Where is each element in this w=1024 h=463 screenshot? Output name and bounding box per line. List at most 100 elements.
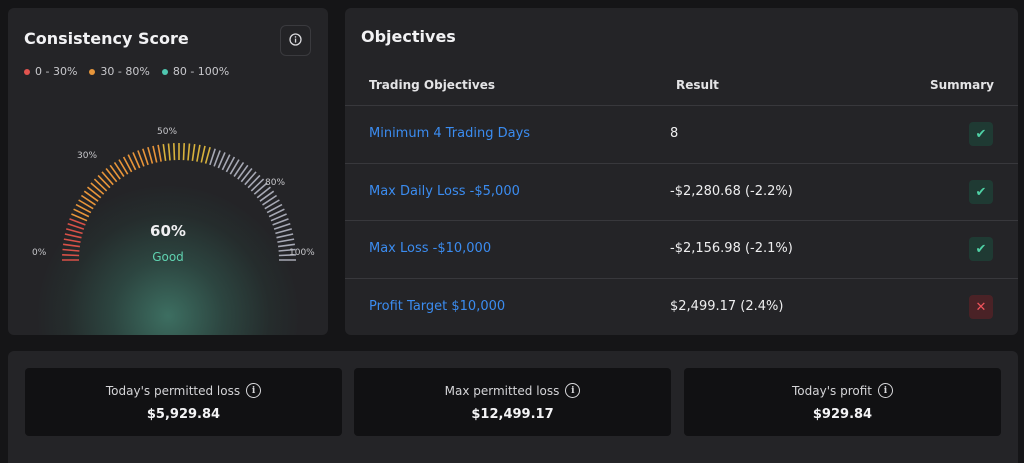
legend-dot-mid [89,68,96,75]
gauge-tick-mark [268,208,285,218]
x-icon: ✕ [975,299,987,315]
stat-label: Today's profit [792,383,872,398]
check-icon: ✔ [975,241,987,257]
score-legend: 0 - 30% 30 - 80% 80 - 100% [24,65,229,78]
gauge-tick-mark [105,168,118,183]
gauge-tick-mark [67,223,85,230]
gauge-tick-mark [97,174,111,189]
stat-label: Max permitted loss [444,383,560,398]
gauge-tick-mark [118,159,129,175]
status-badge-passed: ✔ [969,237,993,261]
header-trading-objectives: Trading Objectives [369,78,496,92]
info-icon [289,31,302,50]
gauge-tick-mark [233,161,245,177]
gauge-status: Good [152,250,184,264]
gauge-tick-mark [152,145,158,163]
gauge-tick-mark [113,161,125,177]
objective-result: $2,499.17 (2.4%) [670,299,784,314]
stat-card-todays-permitted-loss: Today's permitted loss i $5,929.84 [25,368,342,436]
gauge-tick-mark [132,152,141,169]
legend-item-low: 0 - 30% [24,65,77,78]
gauge-tick-mark [157,144,162,162]
gauge-tick-mark [87,186,102,199]
gauge-tick-mark [240,168,253,183]
gauge-tick-mark [137,150,145,167]
gauge-tick-mark [75,203,92,214]
gauge-tick-mark [247,174,261,189]
legend-dot-low [24,68,30,75]
objective-name[interactable]: Profit Target $10,000 [369,299,506,314]
gauge-tick-mark [90,182,105,195]
gauge-tick-mark [191,143,196,162]
gauge-tick-mark [278,248,296,252]
stat-value: $929.84 [812,407,873,422]
gauge-tick-mark [78,199,94,210]
gauge-tick-mark [256,186,271,199]
gauge-tick-mark [272,218,289,226]
gauge-tick-mark [65,228,83,235]
gauge-tick-mark [196,144,201,162]
gauge-tick-mark [273,223,291,230]
gauge-tick-mark [250,178,265,192]
objective-name[interactable]: Minimum 4 Trading Days [369,126,531,141]
header-summary: Summary [929,78,994,92]
row-divider [345,163,1018,164]
gauge-tick-mark [109,164,121,180]
consistency-score-panel: Consistency Score 0 - 30% 30 - 80% 80 - … [8,8,328,335]
gauge-tick-mark [253,182,268,195]
gauge-tick-mark [209,148,216,166]
stat-label: Today's permitted loss [105,383,241,398]
consistency-score-title: Consistency Score [24,29,189,48]
row-divider [345,278,1018,279]
gauge-tick-mark [142,148,149,166]
gauge-tick-mark [147,146,154,164]
gauge-tick-mark [259,190,275,202]
gauge-tick-mark [200,145,206,163]
consistency-gauge [62,143,296,261]
gauge-tick-mark [62,248,80,252]
objective-name[interactable]: Max Loss -$10,000 [369,241,492,256]
status-badge-passed: ✔ [969,122,993,146]
stat-value: $5,929.84 [146,407,221,422]
gauge-tick-mark [127,154,137,171]
info-icon[interactable]: i [246,383,262,398]
objective-result: -$2,156.98 (-2.1%) [670,241,793,256]
gauge-tick-mark [64,233,82,239]
stat-card-todays-profit: Today's profit i $929.84 [684,368,1001,436]
legend-label-low: 0 - 30% [35,65,78,78]
info-icon[interactable]: i [565,383,581,398]
status-badge-passed: ✔ [969,180,993,204]
info-icon[interactable]: i [877,383,893,398]
gauge-tick-0: 0% [32,248,47,258]
gauge-tick-mark [182,143,185,161]
gauge-tick-mark [277,243,296,248]
gauge-tick-mark [83,190,99,202]
gauge-tick-mark [276,233,294,239]
objective-result: 8 [670,126,679,141]
gauge-tick-mark [277,238,295,243]
stats-panel: Today's permitted loss i $5,929.84 Max p… [8,351,1018,463]
gauge-tick-mark [71,213,88,222]
objective-name[interactable]: Max Daily Loss -$5,000 [369,184,520,199]
check-icon: ✔ [975,126,987,142]
stat-value: $12,499.17 [471,407,554,422]
objectives-title: Objectives [361,27,456,46]
check-icon: ✔ [975,184,987,200]
gauge-tick-mark [167,143,171,161]
gauge-tick-mark [101,171,114,186]
gauge-tick-mark [278,254,296,257]
gauge-tick-mark [73,208,90,218]
gauge-tick-mark [270,213,287,222]
stat-card-max-permitted-loss: Max permitted loss i $12,499.17 [354,368,671,436]
legend-label-mid: 30 - 80% [100,65,150,78]
gauge-tick-mark [244,171,257,186]
gauge-tick-mark [93,178,108,192]
info-button[interactable] [280,25,311,56]
legend-item-mid: 30 - 80% [89,65,150,78]
gauge-tick-mark [162,143,167,162]
gauge-tick-mark [62,254,80,257]
gauge-tick-100: 100% [289,248,315,258]
legend-item-high: 80 - 100% [161,65,229,78]
gauge-tick-mark [204,146,211,164]
gauge-tick-mark [80,194,96,206]
